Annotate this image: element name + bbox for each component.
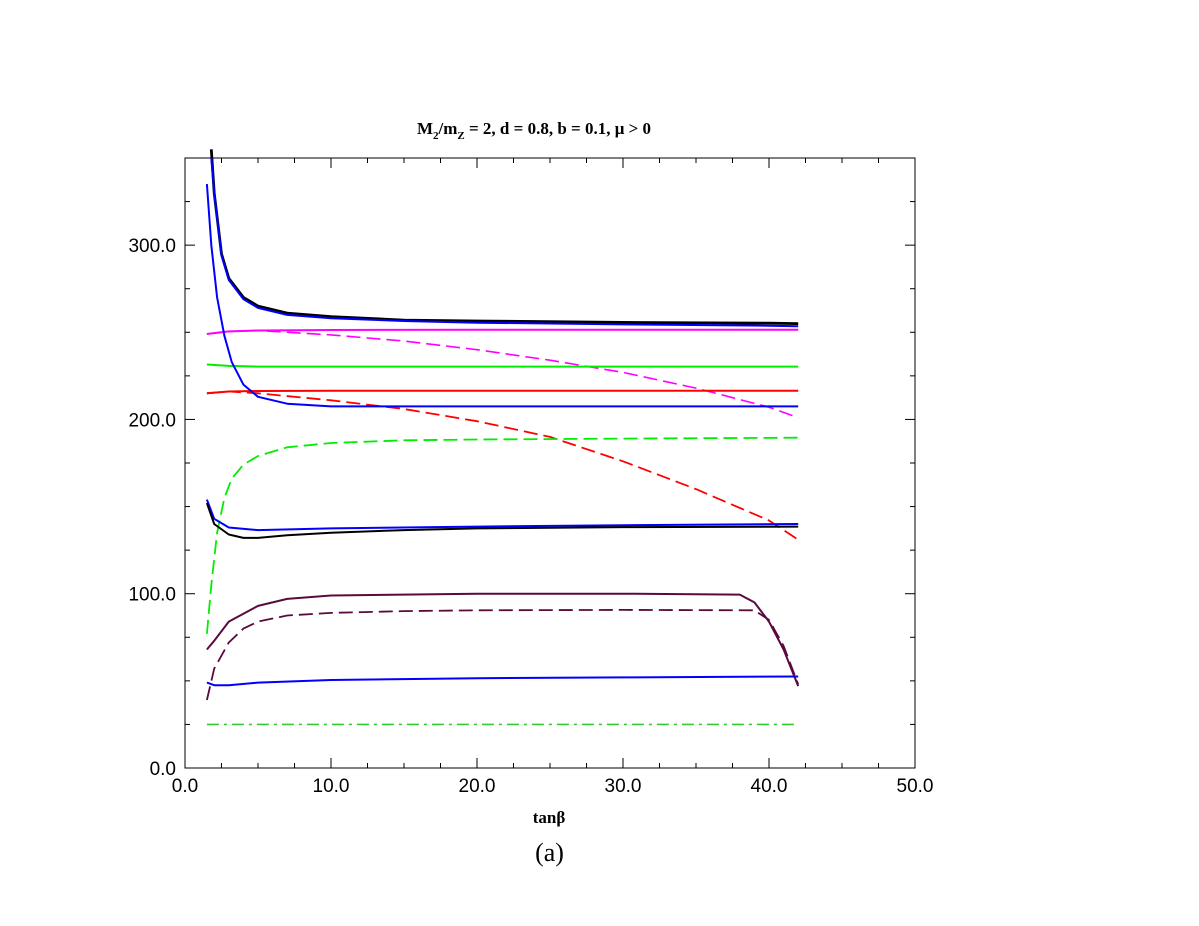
tick-labels: 0.0 10.0 20.0 30.0 40.0 50.0 0.0 100.0 200.0 300.… <box>128 236 933 797</box>
plot-frame <box>184 157 916 769</box>
x-tick-label: 10.0 <box>313 776 350 797</box>
series-line-13 <box>206 609 800 701</box>
series-line-1 <box>209 149 799 325</box>
axis-ticks <box>184 157 916 769</box>
title-part: = 2, d = 0.8, b = 0.1, μ > 0 <box>465 119 651 138</box>
series-line-9 <box>206 436 799 634</box>
figure-caption: (a) <box>535 838 564 867</box>
title-subscript: 2 <box>433 130 439 142</box>
y-tick-label: 100.0 <box>128 585 176 606</box>
y-tick-label: 200.0 <box>128 410 176 431</box>
title-subscript: Z <box>457 130 464 142</box>
series-line-5 <box>206 363 799 368</box>
title-part: M <box>417 119 433 138</box>
chart-title: M2/mZ = 2, d = 0.8, b = 0.1, μ > 0 <box>417 119 651 142</box>
y-tick-label: 300.0 <box>128 236 176 257</box>
x-tick-label: 40.0 <box>751 776 788 797</box>
x-tick-label: 20.0 <box>459 776 496 797</box>
series-line-10 <box>205 499 799 532</box>
series-line-8 <box>205 184 799 408</box>
series-line-14 <box>206 675 799 687</box>
series-line-11 <box>205 502 799 539</box>
x-axis-label: tanβ <box>533 808 566 827</box>
series-line-4 <box>206 329 799 419</box>
x-tick-label: 50.0 <box>897 776 934 797</box>
x-tick-label: 0.0 <box>172 776 198 797</box>
series-layer <box>205 149 800 726</box>
series-line-2 <box>210 157 799 328</box>
series-line-12 <box>206 592 800 687</box>
y-tick-label: 0.0 <box>150 759 176 780</box>
series-line-7 <box>206 390 799 541</box>
title-part: /m <box>438 119 458 138</box>
x-tick-label: 30.0 <box>605 776 642 797</box>
